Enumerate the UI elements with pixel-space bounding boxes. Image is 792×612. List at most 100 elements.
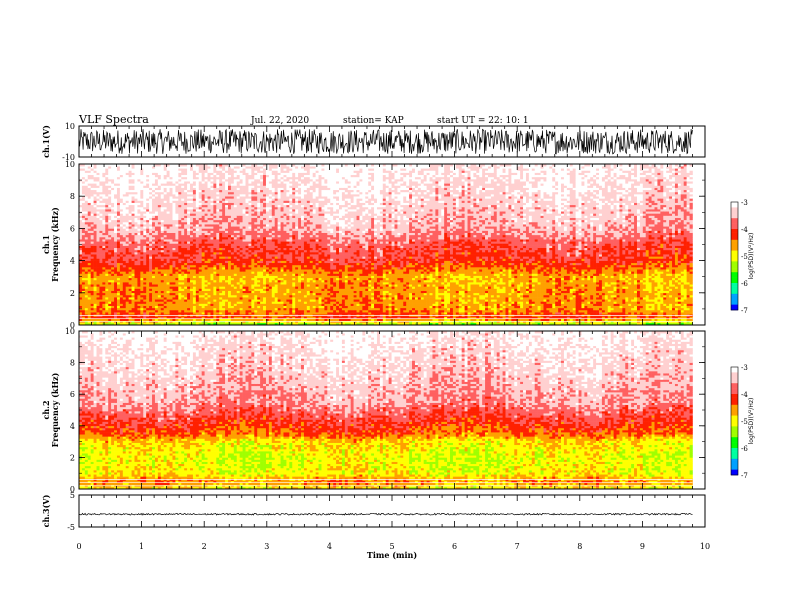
spectrogram-cell [126,211,129,213]
spectrogram-cell [269,196,272,198]
spectrogram-cell [155,173,158,175]
spectrogram-cell [269,250,272,252]
spectrogram-cell [167,250,170,252]
spectrogram-cell [254,308,257,310]
spectrogram-cell [108,175,111,177]
spectrogram-cell [129,254,132,256]
spectrogram-cell [149,177,152,179]
spectrogram-cell [187,224,190,226]
spectrogram-cell [102,304,105,306]
spectrogram-cell [196,276,199,278]
spectrogram-cell [266,293,269,295]
spectrogram-cell [102,198,105,200]
spectrogram-cell [120,301,123,303]
spectrogram-cell [114,226,117,228]
spectrogram-cell [193,177,196,179]
spectrogram-cell [199,297,202,299]
spectrogram-cell [152,273,155,275]
spectrogram-cell [178,170,181,172]
spectrogram-cell [164,213,167,215]
spectrogram-cell [263,239,266,241]
spectrogram-cell [254,237,257,239]
spectrogram-cell [263,295,266,297]
spectrogram-cell [114,198,117,200]
spectrogram-cell [82,297,85,299]
spectrogram-cell [105,254,108,256]
spectrogram-cell [219,218,222,220]
spectrogram-cell [193,188,196,190]
spectrogram-cell [99,207,102,209]
spectrogram-cell [97,239,100,241]
spectrogram-cell [246,284,249,286]
spectrogram-cell [237,168,240,170]
spectrogram-cell [123,188,126,190]
spectrogram-cell [137,248,140,250]
spectrogram-cell [190,220,193,222]
spectrogram-cell [137,203,140,205]
spectrogram-cell [225,203,228,205]
spectrogram-cell [164,231,167,233]
spectrogram-cell [120,205,123,207]
spectrogram-cell [269,224,272,226]
spectrogram-cell [213,243,216,245]
spectrogram-cell [132,233,135,235]
spectrogram-cell [272,250,275,252]
spectrogram-cell [208,308,211,310]
spectrogram-cell [158,265,161,267]
spectrogram-cell [237,310,240,312]
spectrogram-cell [266,267,269,269]
spectrogram-cell [193,237,196,239]
spectrogram-cell [263,235,266,237]
spectrogram-cell [237,299,240,301]
spectrogram-cell [97,286,100,288]
spectrogram-cell [88,248,91,250]
spectrogram-cell [196,265,199,267]
spectrogram-cell [105,267,108,269]
spectrogram-cell [263,258,266,260]
spectrogram-cell [193,218,196,220]
spectrogram-cell [97,295,100,297]
spectrogram-cell [199,220,202,222]
spectrogram-cell [269,276,272,278]
spectrogram-cell [228,295,231,297]
spectrogram-cell [94,284,97,286]
spectrogram-cell [205,181,208,183]
spectrogram-cell [108,286,111,288]
spectrogram-cell [213,222,216,224]
spectrogram-cell [231,261,234,263]
spectrogram-cell [102,211,105,213]
spectrogram-cell [146,216,149,218]
spectrogram-cell [161,216,164,218]
spectrogram-cell [240,278,243,280]
spectrogram-cell [85,218,88,220]
spectrogram-cell [152,198,155,200]
spectrogram-cell [234,258,237,260]
spectrogram-cell [190,271,193,273]
spectrogram-cell [91,306,94,308]
spectrogram-cell [243,295,246,297]
spectrogram-cell [161,173,164,175]
spectrogram-cell [155,209,158,211]
spectrogram-cell [219,246,222,248]
spectrogram-cell [181,310,184,312]
spectrogram-cell [140,304,143,306]
spectrogram-cell [146,177,149,179]
spectrogram-cell [140,209,143,211]
spectrogram-cell [126,293,129,295]
spectrogram-cell [146,269,149,271]
spectrogram-cell [175,263,178,265]
spectrogram-cell [88,269,91,271]
spectrogram-cell [126,299,129,301]
spectrogram-cell [187,269,190,271]
spectrogram-cell [260,265,263,267]
spectrogram-cell [222,196,225,198]
spectrogram-cell [94,192,97,194]
spectrogram-cell [260,196,263,198]
spectrogram-cell [85,295,88,297]
spectrogram-cell [210,248,213,250]
spectrogram-cell [88,241,91,243]
spectrogram-cell [146,301,149,303]
spectrogram-cell [225,177,228,179]
spectrogram-cell [117,273,120,275]
spectrogram-cell [231,228,234,230]
